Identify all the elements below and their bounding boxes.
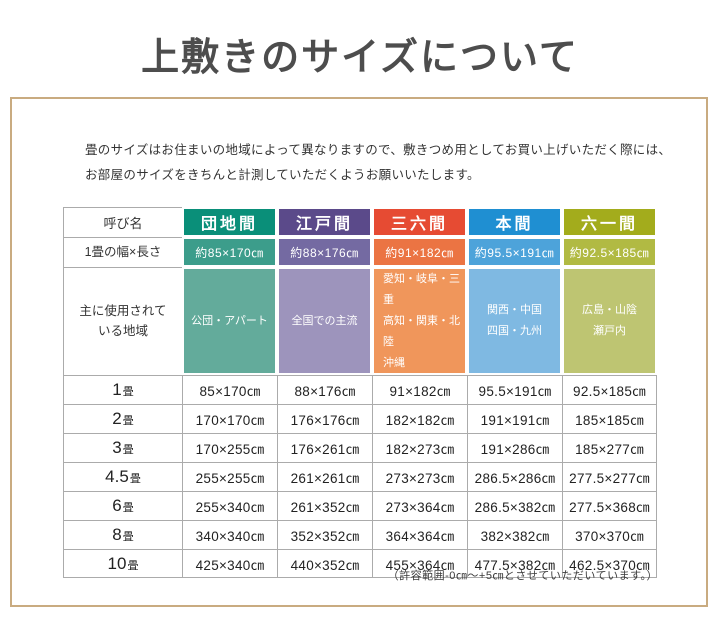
size-cell: 286.5×286㎝ — [467, 462, 562, 492]
size-cell: 273×364㎝ — [372, 491, 467, 521]
unit-size-cell: 約95.5×191㎝ — [467, 237, 562, 267]
size-cell: 455×364㎝ — [372, 549, 467, 579]
table-row-8jo: 8畳 340×340㎝ 352×352㎝ 364×364㎝ 382×382㎝ 3… — [63, 520, 657, 550]
size-cell: 273×273㎝ — [372, 462, 467, 492]
size-cell: 370×370㎝ — [562, 520, 657, 550]
column-header-saburokuma: 三六間 — [372, 207, 467, 237]
size-cell: 340×340㎝ — [182, 520, 277, 550]
table-row-6jo: 6畳 255×340㎝ 261×352㎝ 273×364㎝ 286.5×382㎝… — [63, 491, 657, 521]
region-cell-danchima: 公団・アパート — [182, 267, 277, 376]
region-cell-rokuichima: 広島・山陰 瀬戸内 — [562, 267, 657, 376]
size-cell: 286.5×382㎝ — [467, 491, 562, 521]
header-row: 呼び名 団地間 江戸間 三六間 本間 六一間 — [63, 207, 657, 237]
row-label: 6畳 — [63, 491, 182, 521]
column-header-honma: 本間 — [467, 207, 562, 237]
size-cell: 191×286㎝ — [467, 433, 562, 463]
unit-size-row: 1畳の幅×長さ 約85×170㎝ 約88×176㎝ 約91×182㎝ 約95.5… — [63, 237, 657, 267]
content-frame: 畳のサイズはお住まいの地域によって異なりますので、敷きつめ用としてお買い上げいた… — [10, 97, 708, 607]
size-cell: 382×382㎝ — [467, 520, 562, 550]
size-cell: 85×170㎝ — [182, 375, 277, 405]
table-row-4-5jo: 4.5畳 255×255㎝ 261×261㎝ 273×273㎝ 286.5×28… — [63, 462, 657, 492]
corner-label: 呼び名 — [63, 207, 182, 237]
size-cell: 477.5×382㎝ — [467, 549, 562, 579]
size-cell: 425×340㎝ — [182, 549, 277, 579]
table-row-1jo: 1畳 85×170㎝ 88×176㎝ 91×182㎝ 95.5×191㎝ 92.… — [63, 375, 657, 405]
row-label: 10畳 — [63, 549, 182, 579]
intro-text: 畳のサイズはお住まいの地域によって異なりますので、敷きつめ用としてお買い上げいた… — [85, 138, 671, 188]
size-cell: 440×352㎝ — [277, 549, 372, 579]
size-cell: 352×352㎝ — [277, 520, 372, 550]
unit-size-cell: 約92.5×185㎝ — [562, 237, 657, 267]
table-row-10jo: 10畳 425×340㎝ 440×352㎝ 455×364㎝ 477.5×382… — [63, 549, 657, 579]
row-label: 4.5畳 — [63, 462, 182, 492]
tatami-size-table: 呼び名 団地間 江戸間 三六間 本間 六一間 1畳の幅×長さ 約85×170㎝ … — [63, 207, 657, 579]
size-cell: 462.5×370㎝ — [562, 549, 657, 579]
size-cell: 170×170㎝ — [182, 404, 277, 434]
row-label: 8畳 — [63, 520, 182, 550]
size-cell: 182×182㎝ — [372, 404, 467, 434]
size-cell: 176×261㎝ — [277, 433, 372, 463]
unit-size-cell: 約91×182㎝ — [372, 237, 467, 267]
size-cell: 277.5×368㎝ — [562, 491, 657, 521]
size-cell: 185×185㎝ — [562, 404, 657, 434]
column-header-rokuichima: 六一間 — [562, 207, 657, 237]
region-cell-saburokuma: 愛知・岐阜・三重 高知・関東・北陸 沖縄 — [372, 267, 467, 376]
unit-size-cell: 約85×170㎝ — [182, 237, 277, 267]
size-cell: 255×255㎝ — [182, 462, 277, 492]
size-cell: 92.5×185㎝ — [562, 375, 657, 405]
region-cell-edoma: 全国での主流 — [277, 267, 372, 376]
page-title: 上敷きのサイズについて — [141, 37, 579, 79]
size-cell: 255×340㎝ — [182, 491, 277, 521]
row-label: 1畳 — [63, 375, 182, 405]
tolerance-footnote: （許容範囲-0㎝～+5㎝とさせていただいています。） — [387, 570, 658, 582]
size-cell: 261×352㎝ — [277, 491, 372, 521]
intro-line-2: お部屋のサイズをきちんと計測していただくようお願いいたします。 — [85, 168, 480, 182]
row-label: 3畳 — [63, 433, 182, 463]
unit-size-row-label: 1畳の幅×長さ — [63, 237, 182, 267]
region-cell-honma: 関西・中国 四国・九州 — [467, 267, 562, 376]
size-cell: 277.5×277㎝ — [562, 462, 657, 492]
size-cell: 176×176㎝ — [277, 404, 372, 434]
size-cell: 182×273㎝ — [372, 433, 467, 463]
region-row-label: 主に使用されて いる地域 — [63, 267, 182, 376]
table-row-2jo: 2畳 170×170㎝ 176×176㎝ 182×182㎝ 191×191㎝ 1… — [63, 404, 657, 434]
region-row: 主に使用されて いる地域 公団・アパート 全国での主流 愛知・岐阜・三重 高知・… — [63, 267, 657, 376]
size-cell: 191×191㎝ — [467, 404, 562, 434]
size-cell: 170×255㎝ — [182, 433, 277, 463]
size-cell: 364×364㎝ — [372, 520, 467, 550]
unit-size-cell: 約88×176㎝ — [277, 237, 372, 267]
size-cell: 88×176㎝ — [277, 375, 372, 405]
size-cell: 95.5×191㎝ — [467, 375, 562, 405]
size-cell: 91×182㎝ — [372, 375, 467, 405]
column-header-danchima: 団地間 — [182, 207, 277, 237]
intro-line-1: 畳のサイズはお住まいの地域によって異なりますので、敷きつめ用としてお買い上げいた… — [85, 143, 672, 157]
table-row-3jo: 3畳 170×255㎝ 176×261㎝ 182×273㎝ 191×286㎝ 1… — [63, 433, 657, 463]
row-label: 2畳 — [63, 404, 182, 434]
size-cell: 261×261㎝ — [277, 462, 372, 492]
column-header-edoma: 江戸間 — [277, 207, 372, 237]
size-cell: 185×277㎝ — [562, 433, 657, 463]
